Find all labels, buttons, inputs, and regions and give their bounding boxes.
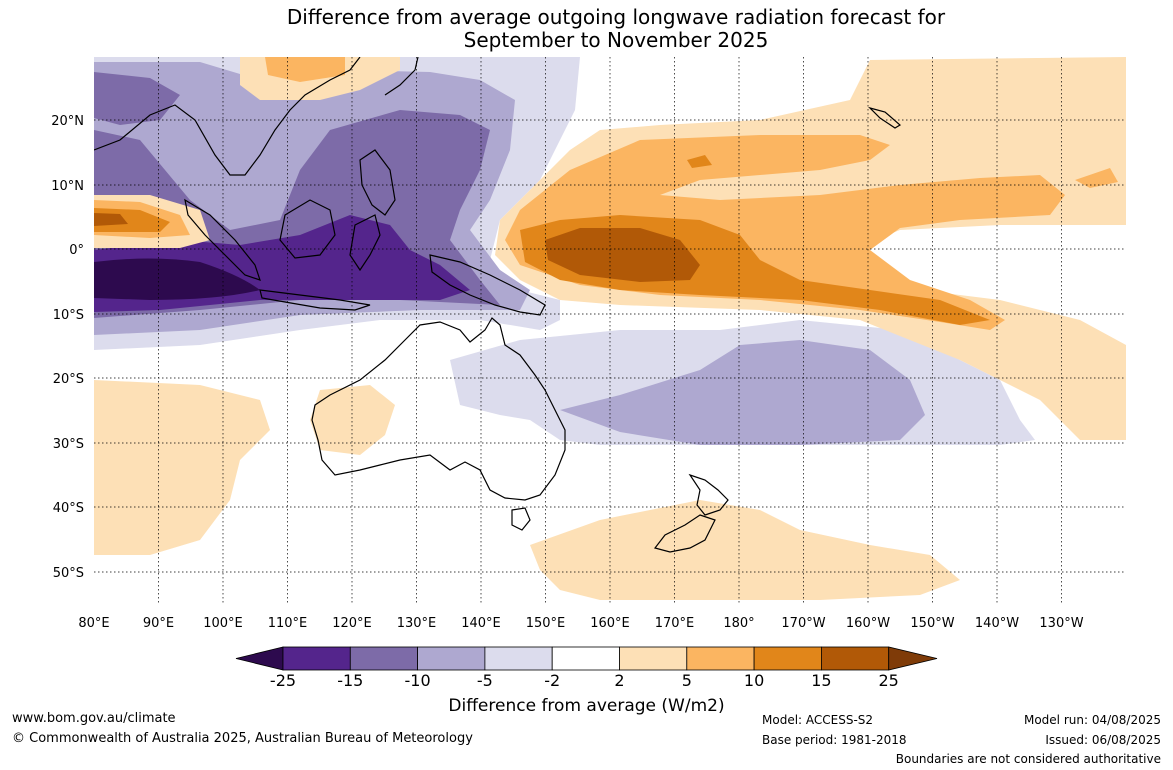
contour-pos-10-nw (687, 155, 712, 168)
colorbar-title: Difference from average (W/m2) (448, 696, 725, 716)
lon-label: 100°E (203, 616, 243, 631)
lon-label: 140°E (461, 616, 501, 631)
new-zealand-south-island (653, 514, 716, 553)
new-zealand-north-island (688, 473, 729, 516)
copyright-text: © Commonwealth of Australia 2025, Austra… (12, 731, 473, 746)
colorbar-segment (821, 646, 890, 671)
lat-label: 40°S (53, 501, 84, 516)
colorbar-segment (619, 646, 688, 671)
lat-label: 20°S (53, 372, 84, 387)
contour-pos-15-indian (94, 213, 128, 226)
lon-label: 150°W (910, 616, 954, 631)
contour-pos-5-north-top (265, 57, 345, 82)
colorbar (235, 646, 938, 671)
colorbar-tick-label: -2 (544, 671, 561, 690)
anomaly-contours (94, 57, 1126, 600)
contour-pos-2-west-indian (94, 380, 270, 555)
lat-label: 20°N (51, 114, 84, 129)
coastlines (94, 57, 902, 553)
colorbar-tick-label: -10 (404, 671, 431, 690)
map-title-line-1: Difference from average outgoing longwav… (286, 5, 946, 29)
lon-label: 160°E (590, 616, 630, 631)
lat-label: 50°S (53, 566, 84, 581)
boundaries-disclaimer: Boundaries are not considered authoritat… (895, 752, 1161, 766)
contour-neg-25 (94, 258, 260, 300)
hawaii-coastline (867, 106, 902, 129)
sulawesi-coastline (349, 214, 381, 272)
lon-label: 140°W (975, 616, 1019, 631)
lon-label: 160°W (846, 616, 890, 631)
website-link[interactable]: www.bom.gov.au/climate (12, 711, 176, 726)
japan-coastline (384, 57, 419, 96)
contour-pos-2-tasman (310, 385, 395, 455)
colorbar-tick-label: 2 (614, 671, 625, 690)
australia-coastline (311, 317, 566, 501)
colorbar-tick-label: 15 (811, 671, 832, 690)
colorbar-segment (417, 646, 486, 671)
new-guinea-coastline (429, 254, 546, 316)
issued-date: Issued: 06/08/2025 (1045, 733, 1161, 747)
latitude-labels: 20°N 10°N 0° 10°S 20°S 30°S 40°S 50°S (51, 114, 84, 581)
lat-label: 10°S (53, 308, 84, 323)
colorbar-segment (686, 646, 755, 671)
contour-pos-2-nz (530, 500, 960, 600)
map-title-line-2: September to November 2025 (463, 28, 769, 52)
base-period: Base period: 1981-2018 (762, 733, 907, 747)
lat-label: 10°N (51, 179, 84, 194)
lat-label: 0° (69, 243, 84, 258)
lon-label: 170°W (781, 616, 825, 631)
tasmania-coastline (511, 507, 531, 531)
colorbar-segment (282, 646, 351, 671)
lon-label: 80°E (78, 616, 109, 631)
lon-label: 110°E (268, 616, 308, 631)
lon-label: 130°W (1039, 616, 1083, 631)
model-run-date: Model run: 04/08/2025 (1023, 713, 1161, 727)
contour-neg-5-south-pacific (560, 340, 925, 445)
lon-label: 150°E (526, 616, 566, 631)
colorbar-tick-label: 5 (681, 671, 692, 690)
colorbar-tick-label: -25 (269, 671, 297, 690)
lon-label: 120°E (332, 616, 372, 631)
contour-pos-15 (545, 228, 700, 282)
lon-label: 90°E (143, 616, 174, 631)
colorbar-tick-label: 10 (743, 671, 765, 690)
colorbar-tick-label: -5 (476, 671, 493, 690)
lon-label: 170°E (655, 616, 695, 631)
colorbar-tick-label: -15 (337, 671, 364, 690)
java-coastline (259, 289, 371, 311)
lon-label: 180° (723, 616, 754, 631)
model-name: Model: ACCESS-S2 (762, 713, 874, 727)
longitude-labels: 80°E 90°E 100°E 110°E 120°E 130°E 140°E 150°E 16… (78, 616, 1083, 631)
asia-mainland-coastline (94, 57, 361, 176)
graticule (94, 57, 1126, 605)
colorbar-segment (349, 646, 418, 671)
borneo-coastline (279, 199, 336, 259)
lat-label: 30°S (53, 437, 84, 452)
colorbar-tick-label: 25 (878, 671, 899, 690)
lon-label: 130°E (397, 616, 437, 631)
contour-pos-5-ne (1075, 168, 1118, 188)
philippines-coastline (359, 149, 396, 216)
colorbar-segment (753, 646, 822, 671)
sumatra-coastline (184, 198, 261, 281)
colorbar-segment (551, 646, 620, 671)
colorbar-segment (484, 646, 553, 671)
colorbar-extend-low (235, 646, 284, 671)
colorbar-extend-high (888, 646, 938, 671)
